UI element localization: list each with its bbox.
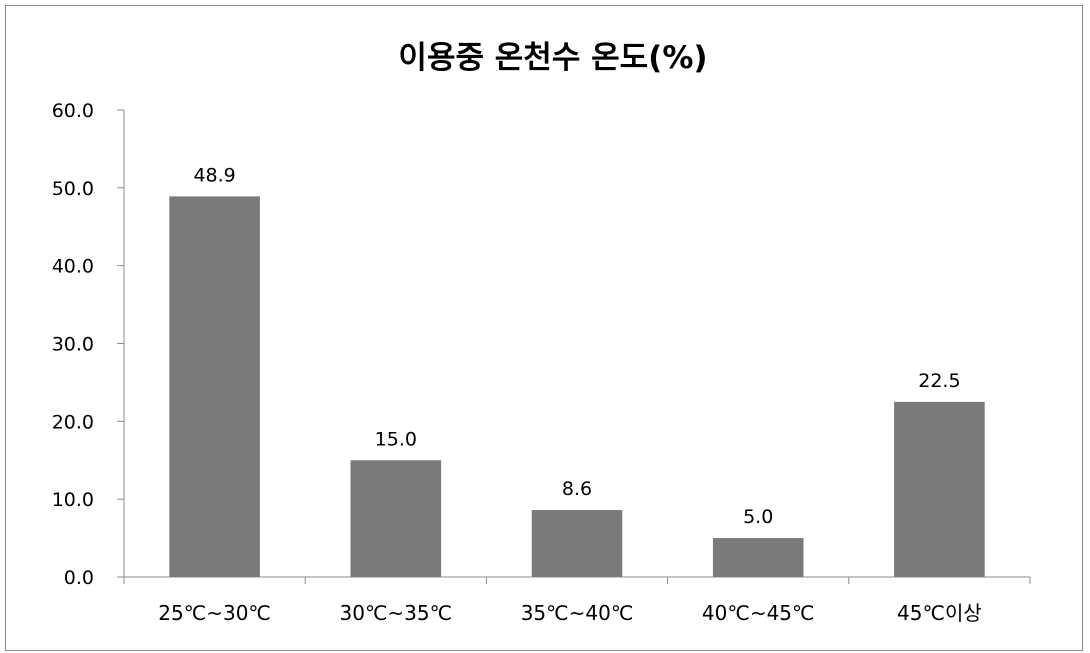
data-label: 5.0 (743, 506, 773, 528)
bar (712, 538, 804, 577)
y-tick-label: 60.0 (52, 100, 94, 122)
data-label: 8.6 (562, 478, 592, 500)
data-label: 22.5 (918, 370, 960, 392)
x-tick-label: 45℃이상 (897, 601, 982, 625)
data-label: 15.0 (375, 428, 417, 450)
x-axis: 25℃~30℃ 30℃~35℃ 35℃~40℃ 40℃~45℃ 45℃이상 (123, 576, 1031, 625)
y-tick-label: 50.0 (52, 178, 94, 200)
x-tick-label: 25℃~30℃ (158, 601, 271, 625)
x-tick-label: 30℃~35℃ (340, 601, 453, 625)
y-tick-label: 20.0 (52, 411, 94, 433)
bar (894, 401, 985, 577)
chart-title: 이용중 온천수 온도(%) (398, 40, 707, 76)
bar (531, 510, 623, 577)
bars: 48.9 15.0 8.6 5.0 22.5 (169, 164, 985, 577)
y-tick-label: 0.0 (64, 567, 94, 589)
data-label: 48.9 (193, 164, 235, 186)
y-tick-label: 10.0 (52, 489, 94, 511)
bar (350, 460, 442, 577)
y-axis: 0.0 10.0 20.0 30.0 40.0 50.0 60.0 (52, 100, 125, 589)
y-tick-label: 30.0 (52, 334, 94, 356)
bar (169, 196, 260, 577)
y-tick-label: 40.0 (52, 256, 94, 278)
x-tick-label: 35℃~40℃ (521, 601, 634, 625)
x-tick-label: 40℃~45℃ (702, 601, 815, 625)
